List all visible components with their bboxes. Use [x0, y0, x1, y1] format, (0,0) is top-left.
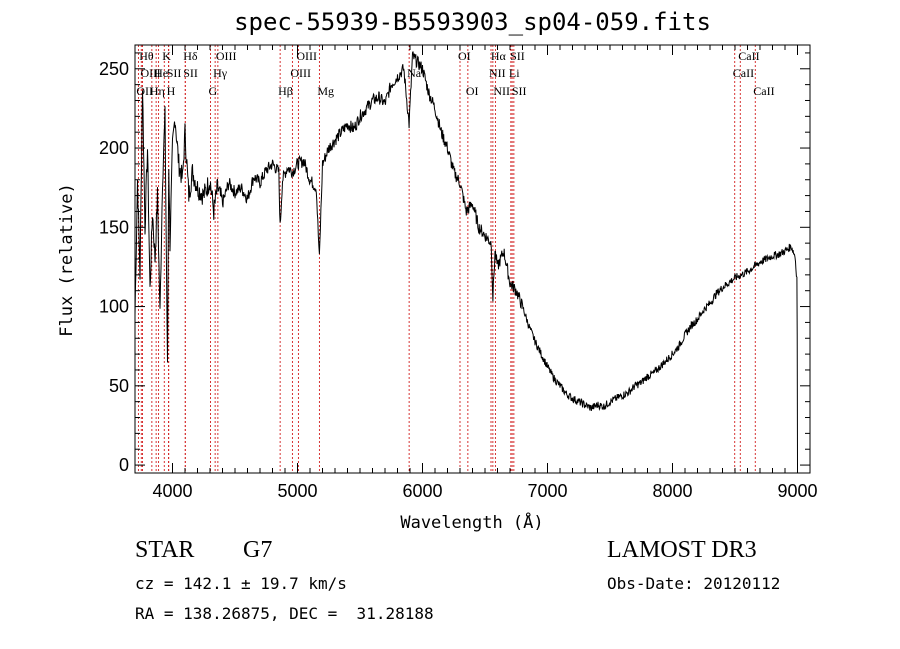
line-label: Hη [150, 84, 165, 98]
line-label: NII [493, 84, 510, 98]
redshift-velocity: cz = 142.1 ± 19.7 km/s [135, 574, 347, 593]
x-tick-label: 6000 [402, 481, 442, 501]
line-label: Hδ [183, 49, 198, 63]
line-label: OIII [216, 49, 237, 63]
line-label: CaII [733, 66, 754, 80]
x-tick-label: 4000 [152, 481, 192, 501]
line-label: SII [183, 66, 198, 80]
line-label: OII [136, 84, 153, 98]
chart-title: spec-55939-B5593903_sp04-059.fits [234, 8, 711, 36]
spectrum-line [134, 51, 798, 466]
y-tick-label: 150 [99, 217, 129, 237]
line-label: He [154, 66, 168, 80]
survey-name: LAMOST DR3 [607, 537, 757, 563]
object-class: STAR [135, 537, 195, 563]
y-axis-ticks: 0 50 100 150 200 250 [99, 52, 810, 475]
x-tick-label: 8000 [652, 481, 692, 501]
y-tick-label: 100 [99, 297, 129, 317]
y-tick-label: 50 [109, 376, 129, 396]
line-label: Hθ [139, 49, 154, 63]
observation-date: Obs-Date: 20120112 [607, 574, 781, 593]
line-label: OIII [296, 49, 317, 63]
y-tick-label: 250 [99, 59, 129, 79]
line-label: Hα [491, 49, 507, 63]
line-label: H [167, 84, 176, 98]
line-label: NII [489, 66, 506, 80]
line-label: CaII [753, 84, 774, 98]
x-tick-label: 7000 [527, 481, 567, 501]
line-label: Hγ [213, 66, 228, 80]
line-label: Mg [317, 84, 334, 98]
object-subclass: G7 [243, 537, 273, 563]
line-label: G [209, 84, 218, 98]
line-label: Hβ [278, 84, 293, 98]
x-axis-label: Wavelength (Å) [400, 511, 543, 533]
line-label: OI [458, 49, 471, 63]
x-tick-label: 9000 [777, 481, 817, 501]
x-axis-ticks: 4000 5000 6000 7000 8000 9000 [152, 45, 818, 501]
line-label: I [157, 66, 161, 80]
emission-line-markers [137, 45, 756, 473]
line-label: Na [407, 66, 422, 80]
line-label: CaII [738, 49, 759, 63]
x-tick-label: 5000 [277, 481, 317, 501]
plot-frame [134, 44, 811, 474]
emission-line-labels: OIIHθOIIHηHeIKHSIIHδSIIGHγOIIIHβOIIIOIII… [136, 49, 774, 98]
line-label: K [162, 49, 171, 63]
line-label: OIII [290, 66, 311, 80]
line-label: SII [510, 49, 525, 63]
coordinates: RA = 138.26875, DEC = 31.28188 [135, 604, 434, 623]
line-label: SII [512, 84, 527, 98]
line-label: Li [509, 66, 520, 80]
y-tick-label: 200 [99, 138, 129, 158]
line-label: OI [466, 84, 479, 98]
line-label: SII [167, 66, 182, 80]
y-axis-label: Flux (relative) [57, 183, 77, 337]
line-label: OII [141, 66, 158, 80]
y-tick-label: 0 [119, 455, 129, 475]
